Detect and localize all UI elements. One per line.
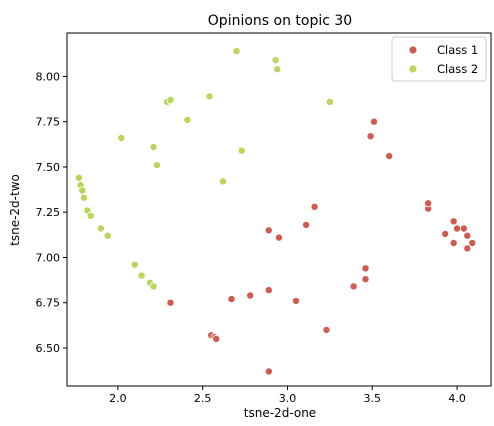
class-1-point xyxy=(361,275,370,284)
class-2-point xyxy=(86,211,95,220)
class-1-point xyxy=(385,152,394,161)
class-1-point xyxy=(449,217,458,226)
class-1-point xyxy=(302,220,311,229)
class-2-point xyxy=(80,193,89,202)
class-1-point xyxy=(424,199,433,208)
x-tick-label: 2.5 xyxy=(194,392,212,405)
y-axis-label: tsne-2d-two xyxy=(8,174,22,246)
legend-label-class-2: Class 2 xyxy=(437,62,478,76)
y-tick-label: 8.00 xyxy=(36,70,61,83)
class-1-point xyxy=(322,325,331,334)
class-2-point xyxy=(205,92,214,101)
chart-title: Opinions on topic 30 xyxy=(208,13,352,29)
class-2-point xyxy=(218,177,227,186)
class-1-point xyxy=(212,334,221,343)
class-2-point xyxy=(103,231,112,240)
class-1-point xyxy=(468,238,477,247)
class-2-point xyxy=(130,260,139,269)
class-2-point xyxy=(273,65,282,74)
class-1-point xyxy=(361,264,370,273)
class-2-point xyxy=(166,96,175,105)
x-axis: 2.0 2.5 3.0 3.5 4.0 xyxy=(109,386,466,405)
class-1-point xyxy=(166,298,175,307)
class-1-point xyxy=(441,229,450,238)
legend: Class 1 Class 2 xyxy=(391,36,487,82)
y-tick-label: 7.50 xyxy=(36,161,61,174)
class-1-point xyxy=(463,244,472,253)
y-tick-label: 7.00 xyxy=(36,251,61,264)
x-axis-label: tsne-2d-one xyxy=(244,406,316,420)
legend-marker-class-1 xyxy=(408,45,418,55)
class-2-point xyxy=(149,142,158,151)
class-2-point xyxy=(325,97,334,106)
class-1-point xyxy=(274,233,283,242)
class-1-point xyxy=(449,238,458,247)
class-2-point xyxy=(96,224,105,233)
x-tick-label: 2.0 xyxy=(109,392,127,405)
class-1-point xyxy=(264,367,273,376)
class-1-point xyxy=(369,117,378,126)
class-1-point xyxy=(264,226,273,235)
class-2-point xyxy=(271,56,280,65)
plot-area xyxy=(74,47,477,376)
y-tick-label: 7.25 xyxy=(36,206,61,219)
legend-marker-class-2 xyxy=(408,64,418,74)
class-2-point xyxy=(78,186,87,195)
class-2-point xyxy=(152,161,161,170)
class-1-point xyxy=(459,224,468,233)
y-tick-label: 6.50 xyxy=(36,342,61,355)
class-1-point xyxy=(366,132,375,141)
y-tick-label: 7.75 xyxy=(36,116,61,129)
class-1-point xyxy=(291,296,300,305)
class-2-point xyxy=(117,133,126,142)
x-tick-label: 4.0 xyxy=(448,392,466,405)
class-2-point xyxy=(237,146,246,155)
x-tick-label: 3.0 xyxy=(279,392,297,405)
class-2-point xyxy=(137,271,146,280)
class-1-point xyxy=(349,282,358,291)
class-1-point xyxy=(310,202,319,211)
class-2-point xyxy=(183,115,192,124)
class-2-point xyxy=(232,47,241,56)
y-tick-label: 6.75 xyxy=(36,297,61,310)
class-1-point xyxy=(246,291,255,300)
class-1-point xyxy=(453,224,462,233)
class-2-point xyxy=(74,173,83,182)
legend-label-class-1: Class 1 xyxy=(437,43,478,57)
class-1-point xyxy=(227,295,236,304)
class-1-point xyxy=(264,286,273,295)
y-axis: 6.50 6.75 7.00 7.25 7.50 7.75 8.00 xyxy=(36,70,67,355)
class-2-point xyxy=(149,282,158,291)
plot-frame xyxy=(66,32,492,387)
x-tick-label: 3.5 xyxy=(364,392,382,405)
class-1-point xyxy=(463,231,472,240)
